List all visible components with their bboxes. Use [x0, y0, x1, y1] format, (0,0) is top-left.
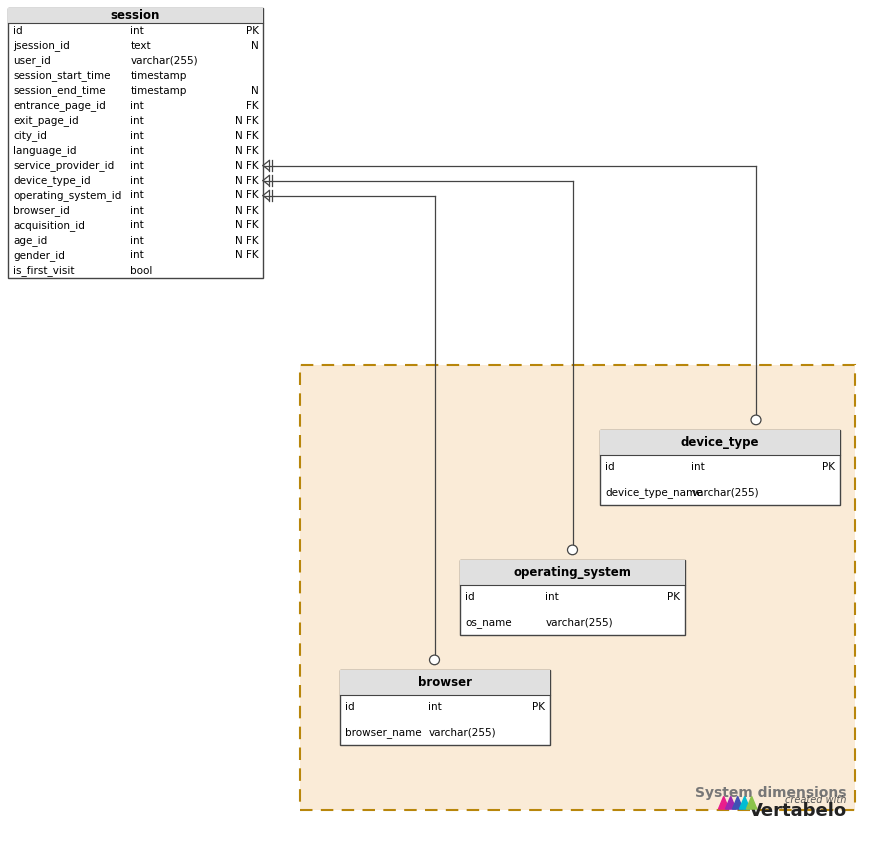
- Text: varchar(255): varchar(255): [546, 617, 613, 627]
- Text: int: int: [130, 161, 144, 171]
- Bar: [340, 670, 550, 695]
- Text: language_id: language_id: [13, 145, 77, 156]
- Bar: [8, 8, 263, 23]
- Text: gender_id: gender_id: [13, 250, 65, 261]
- Text: int: int: [130, 205, 144, 215]
- Text: varchar(255): varchar(255): [130, 56, 198, 66]
- Text: PK: PK: [667, 593, 680, 602]
- Text: id: id: [345, 702, 354, 712]
- Text: bool: bool: [130, 266, 153, 276]
- Text: int: int: [691, 463, 705, 473]
- Text: int: int: [428, 702, 442, 712]
- Text: id: id: [605, 463, 615, 473]
- Text: N FK: N FK: [235, 130, 258, 140]
- Text: int: int: [130, 176, 144, 186]
- Text: exit_page_id: exit_page_id: [13, 115, 79, 126]
- Text: int: int: [130, 220, 144, 230]
- Bar: [8, 8, 263, 278]
- Text: FK: FK: [246, 101, 258, 110]
- Circle shape: [430, 655, 439, 664]
- Text: N FK: N FK: [235, 205, 258, 215]
- Text: int: int: [546, 593, 560, 602]
- Text: N FK: N FK: [235, 161, 258, 171]
- Bar: [340, 670, 550, 745]
- Text: timestamp: timestamp: [130, 86, 187, 96]
- Bar: [460, 560, 685, 635]
- Bar: [600, 430, 840, 455]
- Text: service_provider_id: service_provider_id: [13, 160, 114, 171]
- Text: N FK: N FK: [235, 220, 258, 230]
- Text: N FK: N FK: [235, 115, 258, 125]
- Text: N FK: N FK: [235, 176, 258, 186]
- Text: int: int: [130, 130, 144, 140]
- Text: int: int: [130, 251, 144, 261]
- Text: N FK: N FK: [235, 235, 258, 246]
- Polygon shape: [746, 796, 757, 809]
- Text: operating_system: operating_system: [513, 566, 631, 579]
- Text: Vertabelo: Vertabelo: [749, 802, 847, 820]
- Text: int: int: [130, 145, 144, 156]
- Polygon shape: [725, 796, 736, 809]
- Bar: [300, 365, 855, 810]
- Text: browser_name: browser_name: [345, 727, 422, 738]
- Polygon shape: [739, 796, 750, 809]
- Text: city_id: city_id: [13, 130, 47, 141]
- Text: jsession_id: jsession_id: [13, 40, 70, 51]
- Text: entrance_page_id: entrance_page_id: [13, 100, 106, 111]
- Text: varchar(255): varchar(255): [428, 727, 496, 738]
- Text: id: id: [13, 25, 23, 35]
- Text: device_type_name: device_type_name: [605, 487, 703, 498]
- Text: device_type: device_type: [681, 436, 760, 449]
- Bar: [460, 560, 685, 585]
- Polygon shape: [732, 796, 743, 809]
- Text: int: int: [130, 191, 144, 200]
- Text: varchar(255): varchar(255): [691, 488, 759, 498]
- Text: browser: browser: [418, 676, 472, 689]
- Text: N FK: N FK: [235, 251, 258, 261]
- Text: PK: PK: [245, 25, 258, 35]
- Text: int: int: [130, 115, 144, 125]
- Polygon shape: [718, 796, 729, 809]
- Text: N: N: [251, 86, 258, 96]
- Text: operating_system_id: operating_system_id: [13, 190, 121, 201]
- Text: session_start_time: session_start_time: [13, 70, 111, 81]
- Text: age_id: age_id: [13, 235, 47, 246]
- Circle shape: [567, 545, 578, 555]
- Text: acquisition_id: acquisition_id: [13, 220, 85, 231]
- Text: browser_id: browser_id: [13, 205, 70, 216]
- Text: is_first_visit: is_first_visit: [13, 265, 75, 276]
- Text: device_type_id: device_type_id: [13, 175, 91, 186]
- Text: N: N: [251, 40, 258, 50]
- Text: timestamp: timestamp: [130, 71, 187, 81]
- Text: PK: PK: [532, 702, 545, 712]
- Bar: [600, 430, 840, 505]
- Text: text: text: [130, 40, 151, 50]
- Text: user_id: user_id: [13, 55, 51, 66]
- Text: id: id: [465, 593, 475, 602]
- Text: int: int: [130, 25, 144, 35]
- Text: created with: created with: [786, 795, 847, 805]
- Text: int: int: [130, 235, 144, 246]
- Text: N FK: N FK: [235, 145, 258, 156]
- Text: os_name: os_name: [465, 617, 512, 627]
- Text: PK: PK: [821, 463, 835, 473]
- Text: System dimensions: System dimensions: [695, 785, 846, 800]
- Text: session: session: [111, 9, 160, 22]
- Text: int: int: [130, 101, 144, 110]
- Text: N FK: N FK: [235, 191, 258, 200]
- Circle shape: [751, 415, 761, 425]
- Text: session_end_time: session_end_time: [13, 85, 106, 96]
